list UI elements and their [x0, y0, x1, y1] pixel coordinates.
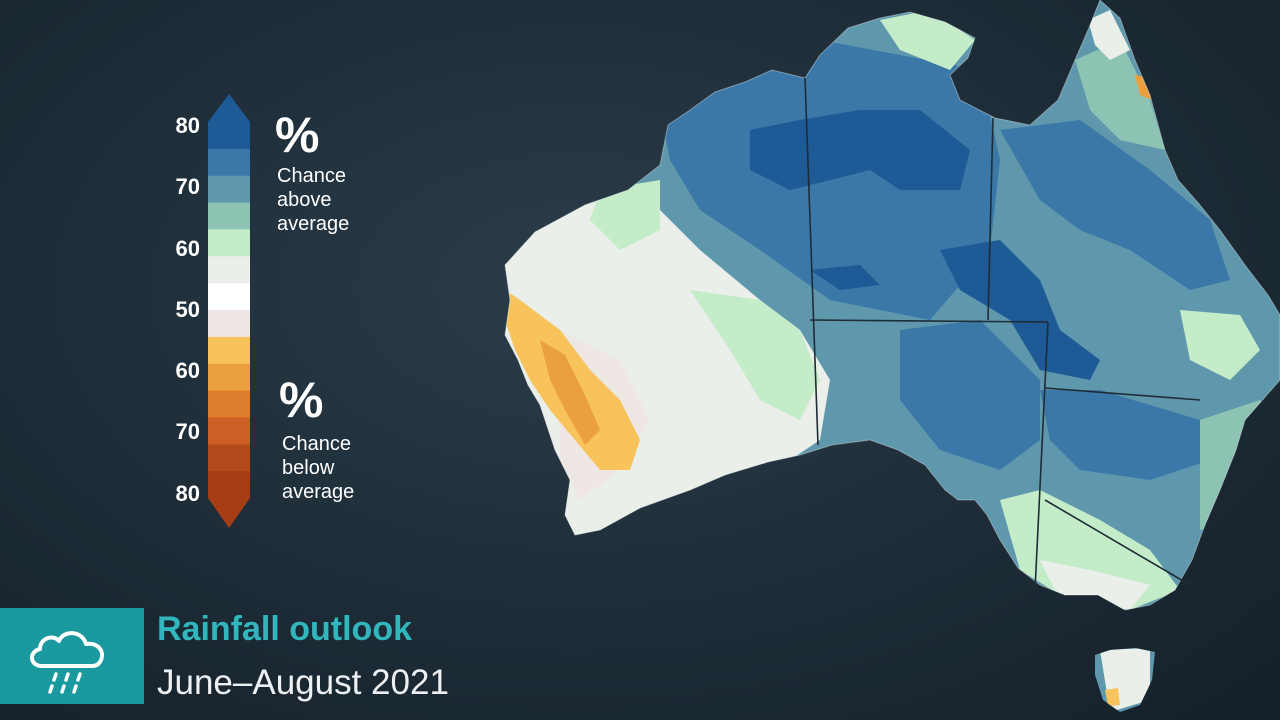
- chance-above-label: Chance above average: [277, 165, 350, 235]
- legend-swatch: [208, 283, 250, 311]
- legend-tick: 70: [175, 174, 200, 199]
- legend-swatch: [208, 256, 250, 284]
- logo-badge: [0, 608, 144, 704]
- legend-tick: 80: [175, 481, 200, 506]
- percent-symbol-below: %: [279, 372, 324, 428]
- legend-swatch: [208, 202, 250, 230]
- legend-swatch: [208, 363, 250, 392]
- legend-color-scale: [208, 94, 250, 528]
- chance-below-label: Chance below average: [282, 433, 355, 503]
- legend-tick: 70: [175, 419, 200, 444]
- legend-swatch: [208, 417, 250, 445]
- legend-swatch: [208, 390, 250, 418]
- percent-symbol-above: %: [275, 107, 320, 163]
- legend-tick: 80: [175, 113, 200, 138]
- rain-cloud-icon: [30, 631, 105, 694]
- legend-swatch: [208, 471, 250, 499]
- legend-bottom-arrow: [208, 498, 250, 528]
- legend-swatch: [208, 122, 250, 150]
- legend-swatch: [208, 444, 250, 472]
- legend-tick: 50: [175, 297, 200, 322]
- legend-swatch: [208, 175, 250, 204]
- legend-tick: 60: [175, 358, 200, 383]
- legend-top-arrow: [208, 94, 250, 122]
- legend-tick: 60: [175, 236, 200, 261]
- legend-swatch: [208, 148, 250, 177]
- legend-swatch: [208, 336, 250, 365]
- map-title: Rainfall outlook: [157, 610, 412, 648]
- map-subtitle: June–August 2021: [157, 663, 449, 702]
- legend-swatch: [208, 229, 250, 257]
- legend-swatch: [208, 310, 250, 338]
